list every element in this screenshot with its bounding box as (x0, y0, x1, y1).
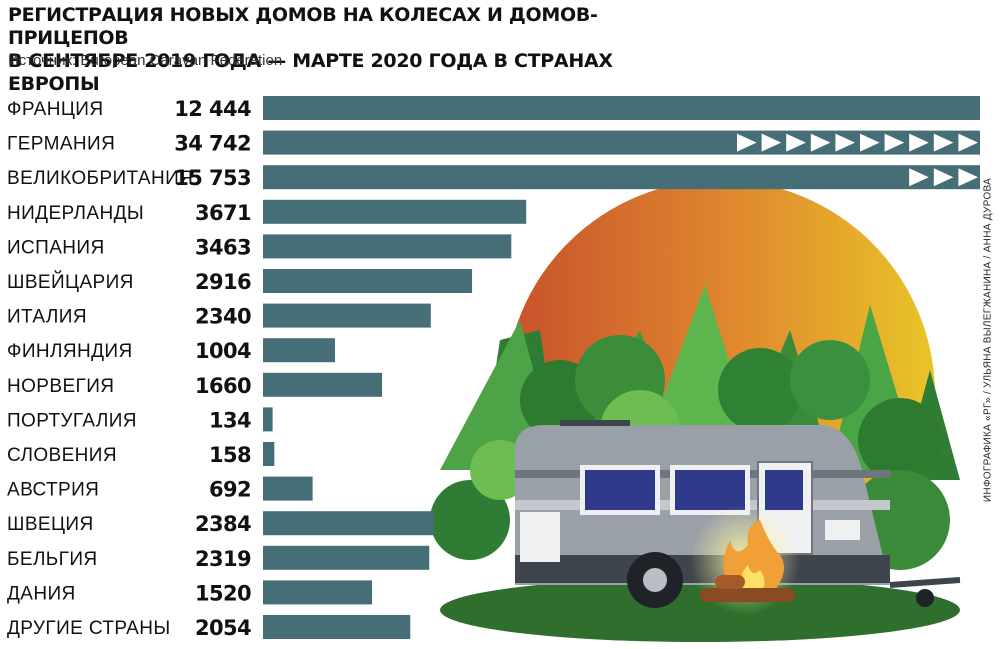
bar (263, 511, 434, 536)
value-label: 158 (209, 443, 251, 467)
category-label: ДАНИЯ (7, 583, 76, 604)
break-marker (958, 168, 978, 187)
category-label: ФРАНЦИЯ (7, 99, 103, 120)
break-marker (860, 133, 880, 152)
value-label: 2340 (195, 305, 251, 329)
break-marker (958, 133, 978, 152)
break-marker (909, 133, 929, 152)
ground (440, 578, 960, 642)
bar (263, 476, 313, 501)
credit-text: ИНФОГРАФИКА «РГ» / УЛЬЯНА ВЫЛЕГЖАНИНА / … (982, 177, 994, 503)
value-label: 1004 (195, 339, 251, 363)
category-label: БЕЛЬГИЯ (7, 549, 98, 570)
category-label: СЛОВЕНИЯ (7, 445, 117, 466)
break-marker (810, 133, 831, 152)
category-label: НОРВЕГИЯ (7, 376, 114, 397)
chart-source: Источник: European Caravan Federation (8, 52, 283, 69)
break-marker (835, 133, 855, 152)
category-label: АВСТРИЯ (7, 480, 99, 501)
value-label: 1520 (195, 581, 251, 605)
value-label: 2384 (195, 512, 251, 536)
chart-title: РЕГИСТРАЦИЯ НОВЫХ ДОМОВ НА КОЛЕСАХ И ДОМ… (8, 4, 648, 96)
bar (263, 96, 980, 120)
value-label: 15 753 (174, 166, 251, 190)
bar (263, 407, 273, 432)
break-marker (933, 133, 954, 152)
bar (263, 165, 980, 190)
bar (263, 234, 512, 259)
category-label: ИСПАНИЯ (7, 237, 105, 258)
break-marker (786, 133, 806, 152)
value-label: 34 742 (174, 132, 251, 156)
bar (263, 372, 383, 397)
bar (263, 580, 372, 605)
fire-icon (690, 505, 800, 615)
category-label: НИДЕРЛАНДЫ (7, 203, 144, 224)
value-label: 1660 (195, 374, 251, 398)
bar (263, 338, 335, 363)
category-label: ИТАЛИЯ (7, 307, 87, 328)
bar (263, 303, 431, 328)
break-marker (737, 133, 757, 152)
break-marker (884, 133, 905, 152)
category-label: ДРУГИЕ СТРАНЫ (7, 618, 171, 639)
value-label: 12 444 (174, 97, 251, 121)
value-label: 2319 (195, 547, 251, 571)
break-marker (909, 168, 929, 187)
value-label: 3463 (195, 235, 251, 259)
chart-title-line-1: РЕГИСТРАЦИЯ НОВЫХ ДОМОВ НА КОЛЕСАХ И ДОМ… (8, 4, 598, 49)
value-label: 692 (209, 478, 251, 502)
value-label: 3671 (195, 201, 251, 225)
category-label: ШВЕЙЦАРИЯ (7, 271, 134, 293)
bar (263, 545, 430, 570)
bar (263, 615, 411, 639)
chart-title-line-2: В СЕНТЯБРЕ 2019 ГОДА — МАРТЕ 2020 ГОДА В… (8, 50, 613, 95)
break-marker (933, 168, 954, 187)
category-label: ПОРТУГАЛИЯ (7, 410, 137, 431)
category-label: ВЕЛИКОБРИТАНИЯ (7, 168, 193, 189)
value-label: 134 (209, 408, 251, 432)
value-label: 2916 (195, 270, 251, 294)
bar (263, 199, 527, 224)
bar (263, 269, 473, 293)
break-marker (761, 133, 782, 152)
category-label: ФИНЛЯНДИЯ (7, 341, 133, 362)
value-label: 2054 (195, 616, 251, 640)
category-label: ШВЕЦИЯ (7, 514, 94, 535)
bar (263, 442, 275, 466)
category-label: ГЕРМАНИЯ (7, 134, 115, 155)
